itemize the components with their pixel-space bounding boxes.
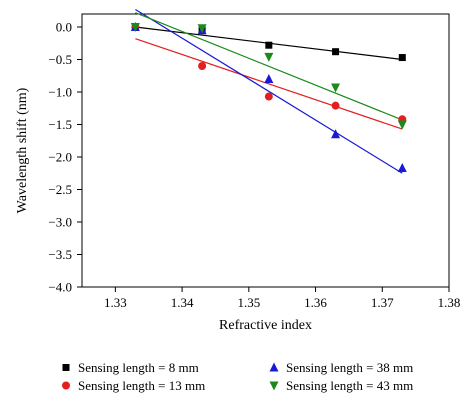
fit-line bbox=[135, 12, 403, 121]
fit-line bbox=[135, 8, 403, 174]
y-tick-label: −2.5 bbox=[48, 182, 72, 197]
plot-frame bbox=[81, 13, 450, 288]
x-tick-label: 1.35 bbox=[237, 295, 260, 310]
data-point bbox=[398, 54, 406, 62]
data-point bbox=[264, 52, 274, 62]
data-point bbox=[397, 163, 407, 173]
data-point bbox=[198, 62, 207, 70]
y-tick-label: −1.5 bbox=[48, 117, 72, 132]
y-tick-label: −3.5 bbox=[48, 247, 72, 262]
x-tick-label: 1.38 bbox=[438, 295, 461, 310]
y-tick-label: −1.0 bbox=[48, 85, 72, 100]
data-point bbox=[331, 83, 341, 93]
data-point bbox=[397, 120, 407, 130]
data-point bbox=[130, 23, 140, 32]
fit-lines bbox=[135, 8, 403, 174]
plot-area bbox=[81, 8, 450, 288]
legend-item: Sensing length = 43 mm bbox=[269, 378, 413, 393]
data-point bbox=[265, 41, 273, 49]
y-tick-label: 0.0 bbox=[56, 20, 72, 35]
legend-marker bbox=[62, 364, 70, 371]
x-tick-label: 1.37 bbox=[371, 295, 394, 310]
x-axis: 1.33 1.34 1.35 1.36 1.37 1.38 bbox=[104, 287, 460, 310]
legend-item: Sensing length = 13 mm bbox=[62, 378, 205, 393]
legend-item: Sensing length = 38 mm bbox=[269, 360, 413, 375]
x-axis-title: Refractive index bbox=[219, 318, 312, 333]
data-point bbox=[332, 48, 340, 56]
legend-item: Sensing length = 8 mm bbox=[62, 360, 199, 375]
data-point bbox=[197, 24, 207, 34]
y-axis: 0.0 −0.5 −1.0 −1.5 −2.0 −2.5 −3.0 −3.5 −4.0 bbox=[48, 20, 82, 295]
legend-label: Sensing length = 8 mm bbox=[78, 360, 199, 375]
x-tick-label: 1.36 bbox=[304, 295, 327, 310]
legend-label: Sensing length = 43 mm bbox=[286, 378, 413, 393]
legend: Sensing length = 8 mm Sensing length = 13… bbox=[62, 360, 413, 393]
data-point bbox=[264, 74, 274, 83]
legend-marker bbox=[62, 381, 70, 390]
x-tick-label: 1.34 bbox=[171, 295, 194, 310]
fit-line bbox=[135, 38, 403, 130]
y-axis-title: Wavelength shift (nm) bbox=[15, 87, 30, 213]
y-tick-label: −3.0 bbox=[48, 215, 72, 230]
legend-marker bbox=[269, 381, 279, 391]
y-tick-label: −4.0 bbox=[48, 280, 72, 295]
y-tick-label: −0.5 bbox=[48, 52, 72, 67]
legend-label: Sensing length = 13 mm bbox=[78, 378, 205, 393]
x-tick-label: 1.33 bbox=[104, 295, 127, 310]
legend-marker bbox=[269, 362, 279, 372]
markers bbox=[130, 22, 407, 173]
data-point bbox=[331, 101, 340, 110]
data-point bbox=[264, 92, 273, 101]
legend-label: Sensing length = 38 mm bbox=[286, 360, 413, 375]
y-tick-label: −2.0 bbox=[48, 150, 72, 165]
data-point bbox=[331, 129, 341, 139]
